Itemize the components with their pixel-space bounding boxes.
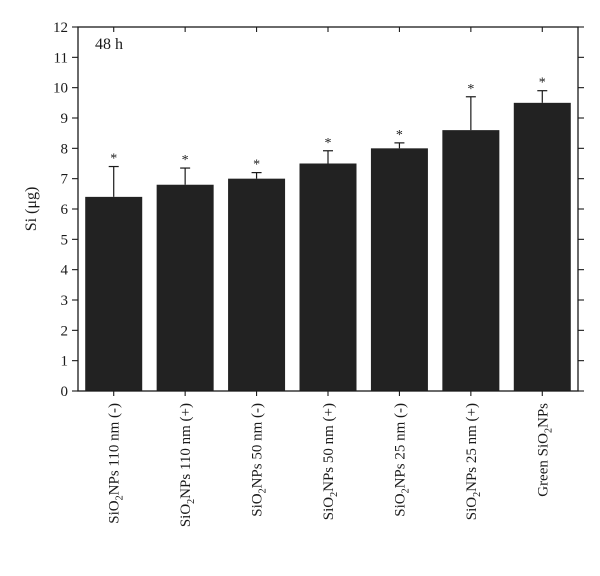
y-tick-label: 5	[61, 232, 69, 248]
significance-marker-1: *	[110, 152, 117, 167]
bar-2	[156, 184, 214, 391]
bars	[85, 102, 571, 391]
x-tick-label-4: SiO2NPs 50 nm (+)	[321, 403, 340, 520]
bar-3	[228, 178, 286, 391]
y-tick-label: 4	[61, 263, 69, 279]
y-tick-label: 6	[61, 202, 69, 218]
y-tick-label: 3	[61, 293, 69, 309]
y-tick-label: 12	[53, 20, 68, 36]
significance-marker-6: *	[467, 82, 474, 97]
significance-marker-7: *	[539, 76, 546, 91]
bar-4	[299, 163, 357, 391]
significance-markers: * * * * * * *	[110, 76, 546, 173]
error-bars	[108, 90, 548, 197]
y-tick-label: 7	[61, 172, 69, 188]
y-tick-label: 2	[61, 323, 69, 339]
x-tick-label-5: SiO2NPs 25 nm (-)	[392, 403, 411, 517]
significance-marker-5: *	[396, 128, 403, 143]
bar-6	[442, 130, 500, 391]
significance-marker-2: *	[182, 153, 189, 168]
bar-1	[85, 196, 143, 391]
x-tick-label-3: SiO2NPs 50 nm (-)	[250, 403, 269, 517]
x-tick-label-2: SiO2NPs 110 nm (+)	[178, 403, 197, 527]
y-tick-label: 1	[61, 354, 69, 370]
y-tick-label: 10	[53, 81, 68, 97]
y-axis-label: Si (μg)	[23, 187, 40, 232]
x-tick-label-6: SiO2NPs 25 nm (+)	[464, 403, 483, 520]
x-tick-label-7: Green SiO2NPs	[535, 403, 554, 497]
y-tick-label: 8	[61, 141, 69, 157]
significance-marker-4: *	[325, 136, 332, 151]
y-tick-label: 0	[61, 384, 69, 400]
panel-label: 48 h	[95, 36, 123, 53]
bar-7	[513, 102, 571, 391]
y-tick-label: 11	[54, 50, 68, 66]
y-tick-label: 9	[61, 111, 69, 127]
bar-5	[370, 148, 428, 391]
significance-marker-3: *	[253, 158, 260, 173]
x-tick-label-1: SiO2NPs 110 nm (-)	[107, 403, 126, 524]
x-axis-ticks: SiO2NPs 110 nm (-) SiO2NPs 110 nm (+) SiO2…	[107, 27, 554, 527]
